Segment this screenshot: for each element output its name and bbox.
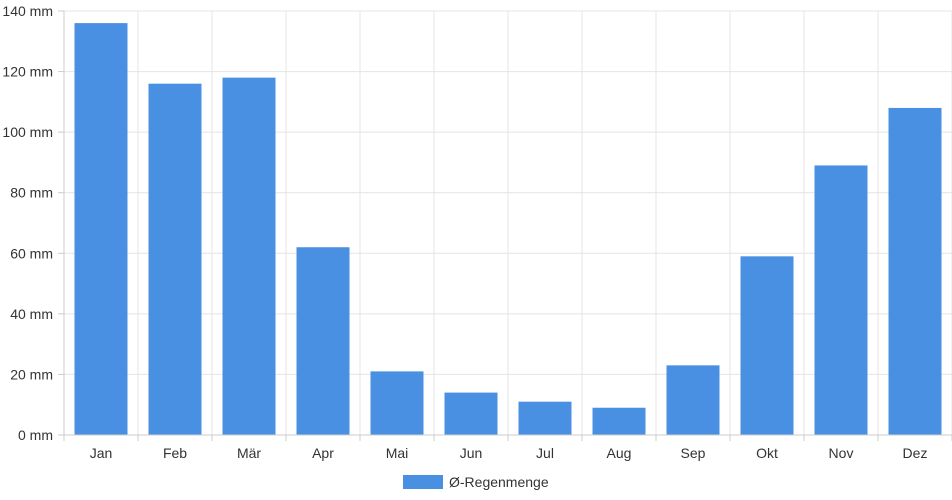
x-tick-label-jul: Jul (536, 445, 554, 461)
x-tick-label-mai: Mai (386, 445, 409, 461)
bar-jul[interactable] (518, 401, 572, 435)
bar-nov[interactable] (814, 165, 868, 435)
x-tick-label-nov: Nov (829, 445, 854, 461)
bar-feb[interactable] (148, 83, 202, 435)
x-tick-label-aug: Aug (607, 445, 632, 461)
bar-aug[interactable] (592, 407, 646, 435)
x-tick-label-jun: Jun (460, 445, 483, 461)
x-tick-label-dez: Dez (903, 445, 928, 461)
legend[interactable]: Ø-Regenmenge (403, 474, 549, 490)
x-tick-label-feb: Feb (163, 445, 187, 461)
y-tick-label-20: 20 mm (10, 366, 53, 382)
bar-sep[interactable] (666, 365, 720, 435)
x-axis-tick-labels: Jan Feb Mär Apr Mai Jun Jul Aug Sep Okt Nov Dez (90, 445, 928, 461)
y-tick-label-140: 140 mm (2, 3, 53, 19)
grid-lines (64, 10, 952, 435)
x-tick-label-mär: Mär (237, 445, 261, 461)
bar-mär[interactable] (222, 77, 276, 435)
x-tick-label-sep: Sep (681, 445, 706, 461)
y-tick-label-40: 40 mm (10, 306, 53, 322)
bar-jan[interactable] (74, 23, 128, 435)
y-tick-label-0: 0 mm (18, 427, 53, 443)
x-tick-label-okt: Okt (756, 445, 778, 461)
bar-mai[interactable] (370, 371, 424, 435)
x-tick-label-apr: Apr (312, 445, 334, 461)
bar-dez[interactable] (888, 107, 942, 436)
y-axis-tick-labels: 0 mm 20 mm 40 mm 60 mm 80 mm 100 mm 120 mm 140 … (2, 3, 53, 443)
x-tick-label-jan: Jan (90, 445, 113, 461)
y-tick-label-120: 120 mm (2, 64, 53, 80)
y-tick-label-100: 100 mm (2, 124, 53, 140)
y-tick-label-80: 80 mm (10, 185, 53, 201)
bars (74, 23, 942, 436)
y-tick-label-60: 60 mm (10, 245, 53, 261)
legend-label-regenmenge[interactable]: Ø-Regenmenge (449, 474, 549, 490)
bar-okt[interactable] (740, 256, 794, 435)
axes (58, 10, 952, 441)
bar-apr[interactable] (296, 247, 350, 435)
legend-swatch[interactable] (403, 475, 443, 489)
bar-jun[interactable] (444, 392, 498, 435)
